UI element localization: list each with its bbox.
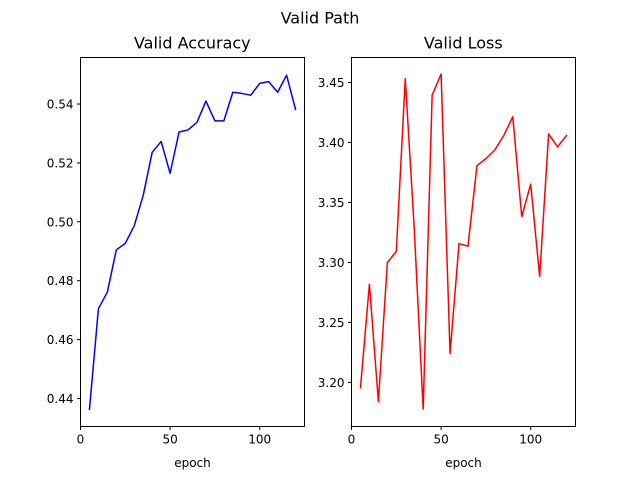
accuracy-x-tick-label: 100 [248, 433, 271, 447]
accuracy-x-tick-label: 0 [77, 433, 85, 447]
loss-x-tick-label: 100 [519, 433, 542, 447]
loss-x-axis-label: epoch [445, 456, 482, 470]
loss-y-tick-label: 3.45 [318, 76, 345, 90]
accuracy-chart-title: Valid Accuracy [134, 34, 251, 53]
accuracy-line [88, 74, 297, 411]
loss-y-tick-label: 3.20 [318, 376, 345, 390]
accuracy-y-tick-label: 0.48 [47, 274, 74, 288]
figure-title: Valid Path [281, 9, 360, 28]
accuracy-panel: Valid Accuracy 0 50 100 0.44 0.46 0.48 0.50 0.5… [47, 34, 305, 470]
loss-series [359, 73, 568, 410]
accuracy-y-tick-label: 0.44 [47, 392, 74, 406]
accuracy-x-tick-label: 50 [162, 433, 177, 447]
loss-x-tick-label: 0 [348, 433, 356, 447]
accuracy-series [88, 74, 297, 411]
accuracy-x-axis-label: epoch [174, 456, 211, 470]
loss-chart-title: Valid Loss [424, 34, 503, 53]
accuracy-plot-frame [80, 57, 305, 427]
loss-line [359, 73, 568, 410]
loss-y-tick-label: 3.35 [318, 196, 345, 210]
loss-panel: Valid Loss 0 50 100 3.20 3.25 3.30 3.35 3.40 3.4… [318, 34, 576, 470]
loss-y-tick-label: 3.30 [318, 256, 345, 270]
accuracy-y-tick-label: 0.52 [47, 156, 74, 170]
loss-y-tick-label: 3.40 [318, 136, 345, 150]
loss-axes: 0 50 100 3.20 3.25 3.30 3.35 3.40 3.45 [318, 76, 542, 447]
accuracy-y-tick-label: 0.46 [47, 333, 74, 347]
loss-plot-frame [351, 57, 576, 427]
accuracy-y-tick-label: 0.50 [47, 215, 74, 229]
accuracy-y-tick-label: 0.54 [47, 98, 74, 112]
loss-y-tick-label: 3.25 [318, 316, 345, 330]
loss-x-tick-label: 50 [433, 433, 448, 447]
accuracy-axes: 0 50 100 0.44 0.46 0.48 0.50 0.52 0.54 [47, 98, 271, 447]
